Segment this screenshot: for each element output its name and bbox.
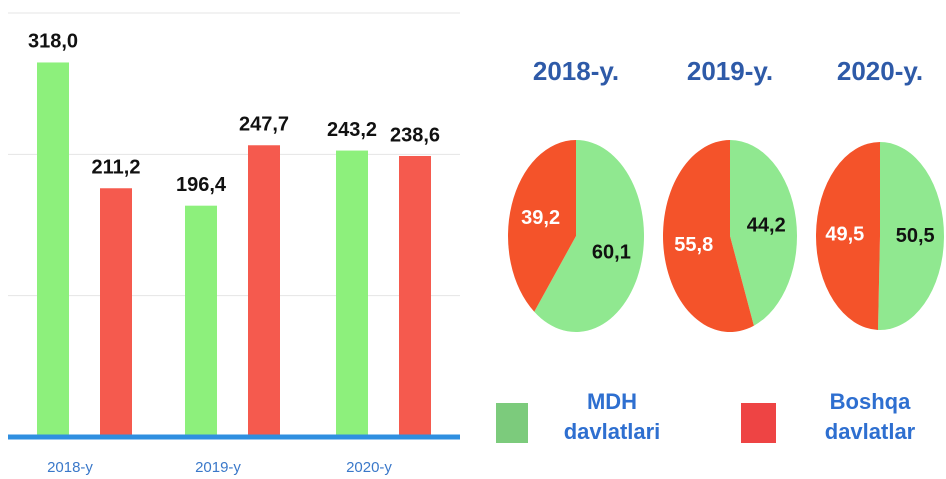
pie-slice — [730, 140, 798, 326]
data-label: 238,6 — [390, 124, 440, 146]
pie-slice — [663, 140, 754, 332]
data-label: 49,5 — [825, 223, 864, 245]
pie-slice — [507, 140, 576, 312]
data-label: 243,2 — [327, 119, 377, 141]
bar — [185, 205, 217, 437]
data-label: 39,2 — [521, 207, 560, 229]
bar — [399, 155, 431, 437]
x-tick-label: 2018-y — [47, 459, 93, 476]
data-label: 60,1 — [592, 241, 631, 263]
legend-swatch — [496, 403, 528, 443]
x-tick-label: 2019-y — [195, 459, 241, 476]
pie-title: 2020-y. — [837, 56, 923, 86]
data-label: 318,0 — [28, 31, 78, 53]
data-label: 196,4 — [176, 174, 227, 196]
bar — [336, 150, 368, 437]
pie-slice — [877, 142, 945, 331]
pie-slice — [534, 140, 644, 332]
data-label: 55,8 — [674, 234, 713, 256]
bar — [248, 145, 280, 437]
pie-slice — [816, 142, 880, 330]
legend-label: MDH davlatlari — [563, 389, 661, 444]
pie-title: 2019-y. — [687, 56, 773, 86]
bar — [100, 188, 132, 437]
legend-label: Boshqa davlatlar — [824, 389, 916, 444]
data-label: 50,5 — [896, 225, 935, 247]
pie-title: 2018-y. — [533, 56, 619, 86]
data-label: 211,2 — [92, 157, 141, 179]
legend-swatch — [741, 403, 776, 443]
bar — [37, 62, 69, 437]
data-label: 44,2 — [747, 215, 786, 237]
x-tick-label: 2020-y — [346, 459, 392, 476]
data-label: 247,7 — [239, 114, 289, 136]
